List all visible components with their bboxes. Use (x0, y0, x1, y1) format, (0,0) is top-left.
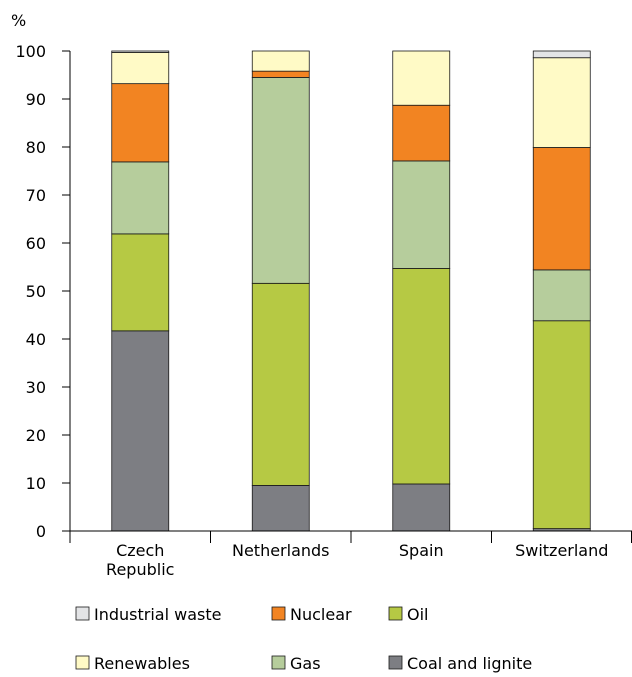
bar-segment (392, 104, 451, 162)
bar-segment (111, 83, 170, 163)
bar-segment (251, 484, 310, 532)
legend-swatch (388, 606, 403, 621)
bar-stack (251, 50, 310, 532)
y-tick-label: 40 (26, 330, 46, 349)
legend-item: Coal and lignite (388, 654, 532, 673)
y-tick-label: 100 (15, 42, 46, 61)
legend-item: Renewables (75, 654, 190, 673)
bar-segment (392, 483, 451, 532)
legend-label: Renewables (94, 654, 190, 673)
legend-item: Nuclear (271, 605, 352, 624)
y-tick-label: 20 (26, 426, 46, 445)
bar-segment (392, 268, 451, 485)
bar-segment (392, 160, 451, 269)
x-tick-label: Czech Republic (106, 541, 174, 579)
bar-segment (111, 52, 170, 85)
legend: Industrial waste Nuclear Oil Renewables Gas C… (75, 605, 532, 673)
legend-item: Gas (271, 654, 321, 673)
y-axis-unit-label: % (11, 11, 26, 30)
bar-stack (392, 50, 451, 532)
y-tick-label: 10 (26, 474, 46, 493)
bar-segment (251, 50, 310, 72)
legend-swatch (388, 655, 403, 670)
legend-swatch (75, 606, 90, 621)
bar-segment (532, 50, 591, 59)
bar-segment (111, 233, 170, 332)
x-tick-label: Netherlands (232, 541, 330, 560)
y-tick-label: 60 (26, 234, 46, 253)
bar-segment (532, 57, 591, 148)
bar-segment (251, 282, 310, 486)
legend-label: Nuclear (290, 605, 352, 624)
bar-stack (532, 50, 591, 532)
y-axis: 0 10 20 30 40 50 60 70 80 90 100 (15, 42, 71, 541)
bar-stack (111, 50, 170, 532)
bar-segment (251, 70, 310, 78)
x-tick-label: Switzerland (515, 541, 608, 560)
bar-segment (532, 147, 591, 271)
legend-label: Industrial waste (94, 605, 221, 624)
legend-swatch (271, 606, 286, 621)
legend-swatch (75, 655, 90, 670)
bars (111, 50, 591, 532)
x-tick-label: Spain (399, 541, 444, 560)
legend-label: Gas (290, 654, 321, 673)
legend-item: Oil (388, 605, 428, 624)
y-tick-label: 0 (36, 522, 46, 541)
y-tick-label: 30 (26, 378, 46, 397)
bar-segment (532, 269, 591, 322)
y-tick-label: 80 (26, 138, 46, 157)
legend-label: Coal and lignite (407, 654, 532, 673)
bar-segment (111, 50, 170, 53)
bar-segment (111, 161, 170, 235)
legend-swatch (271, 655, 286, 670)
x-axis: Czech Republic Netherlands Spain Switzerland (69, 530, 632, 579)
y-tick-label: 50 (26, 282, 46, 301)
legend-label: Oil (407, 605, 428, 624)
bar-segment (392, 50, 451, 106)
bar-segment (111, 330, 170, 532)
bar-segment (251, 77, 310, 284)
legend-item: Industrial waste (75, 605, 221, 624)
bar-segment (532, 320, 591, 530)
y-tick-label: 70 (26, 186, 46, 205)
y-tick-label: 90 (26, 90, 46, 109)
